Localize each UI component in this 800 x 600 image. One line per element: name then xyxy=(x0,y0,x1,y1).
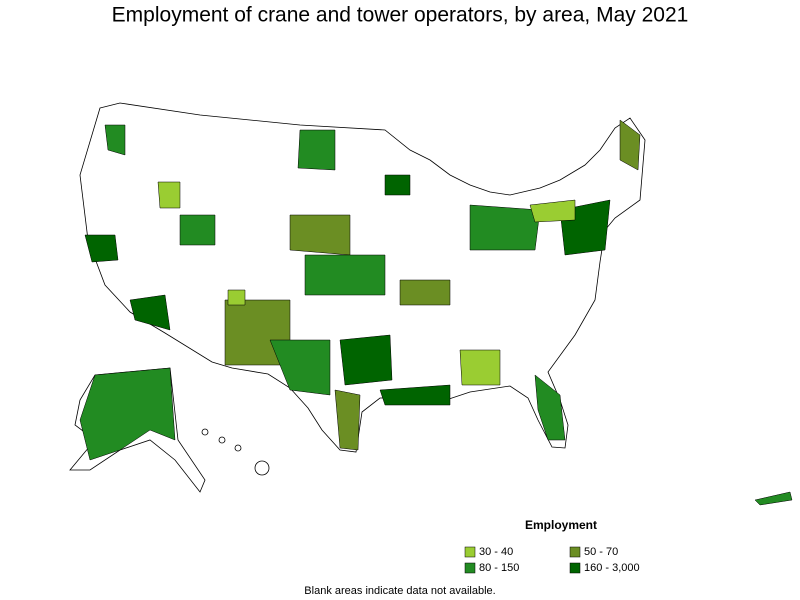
area xyxy=(534,374,566,441)
island xyxy=(218,436,226,444)
area xyxy=(289,214,351,256)
island xyxy=(201,428,209,436)
legend-label: 50 - 70 xyxy=(584,546,618,558)
area xyxy=(384,174,411,196)
puerto-rico xyxy=(754,491,793,506)
legend-swatch xyxy=(569,546,581,558)
area xyxy=(399,279,451,306)
legend-swatch xyxy=(464,562,476,574)
area xyxy=(619,119,641,171)
legend: 30 - 40 50 - 70 80 - 150 160 - 3,000 xyxy=(464,546,640,574)
legend-title: Employment xyxy=(525,518,597,532)
area xyxy=(529,199,576,223)
area xyxy=(297,129,336,171)
area xyxy=(334,389,361,451)
map-title: Employment of crane and tower operators,… xyxy=(112,4,689,27)
area xyxy=(179,214,216,246)
legend-swatch xyxy=(569,562,581,574)
island xyxy=(234,444,242,452)
area xyxy=(469,204,541,251)
area xyxy=(84,234,119,263)
area xyxy=(304,254,386,296)
area xyxy=(339,334,393,386)
footnote: Blank areas indicate data not available. xyxy=(304,585,495,597)
area xyxy=(79,367,176,461)
legend-label: 30 - 40 xyxy=(479,546,513,558)
island xyxy=(254,460,270,476)
map xyxy=(69,102,793,506)
legend-label: 80 - 150 xyxy=(479,562,519,574)
area xyxy=(227,289,246,306)
hawaii xyxy=(201,428,270,476)
area xyxy=(379,384,451,406)
area xyxy=(459,349,501,386)
legend-swatch xyxy=(464,546,476,558)
area xyxy=(157,181,181,209)
area xyxy=(129,294,171,331)
area xyxy=(269,339,331,396)
legend-label: 160 - 3,000 xyxy=(584,562,640,574)
area xyxy=(104,124,126,156)
